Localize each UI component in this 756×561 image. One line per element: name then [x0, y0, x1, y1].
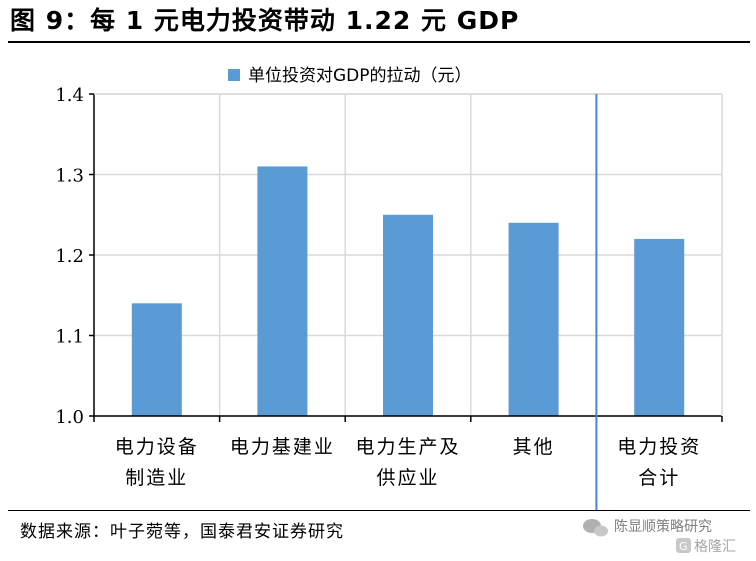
- wechat-icon: [583, 519, 608, 537]
- svg-text:陈显顺策略研究: 陈显顺策略研究: [614, 518, 712, 535]
- y-tick-label-2: 1.2: [55, 246, 84, 267]
- bar-chart: 单位投资对GDP的拉动（元） 1.01.11.21.31.4 电力设备制造业电力…: [55, 66, 723, 511]
- y-tick-label-0: 1.0: [55, 407, 84, 428]
- source-note: 数据来源：叶子菀等，国泰君安证券研究: [20, 522, 344, 542]
- bar-0: [131, 303, 182, 416]
- x-category-label-3-0: 其他: [513, 436, 555, 458]
- x-category-label-0-1: 制造业: [125, 467, 188, 489]
- y-tick-label-1: 1.1: [55, 327, 84, 348]
- y-tick-labels: 1.0 1.1 1.2 1.3 1.4: [55, 85, 84, 428]
- footer-rule: [8, 510, 750, 511]
- gelonghui-icon: G: [676, 538, 691, 553]
- figure-title: 图 9：每 1 元电力投资带动 1.22 元 GDP: [10, 6, 520, 35]
- y-tick-label-3: 1.3: [55, 166, 84, 187]
- legend: 单位投资对GDP的拉动（元）: [228, 66, 472, 86]
- svg-text:格隆汇: 格隆汇: [694, 539, 736, 555]
- x-category-label-0-0: 电力设备: [115, 436, 199, 458]
- bar-2: [383, 214, 433, 416]
- x-category-label-2-0: 电力生产及: [355, 436, 460, 458]
- axes: [89, 93, 723, 511]
- bars: [131, 166, 685, 416]
- title-rule: [8, 41, 750, 43]
- watermark-logo: 陈显顺策略研究 G 格隆汇: [583, 518, 736, 555]
- legend-swatch: [228, 69, 240, 81]
- bar-4: [634, 238, 685, 416]
- bar-1: [257, 166, 308, 416]
- x-category-label-1-0: 电力基建业: [230, 436, 335, 458]
- bar-3: [508, 222, 559, 416]
- legend-label: 单位投资对GDP的拉动（元）: [248, 66, 472, 86]
- y-tick-label-4: 1.4: [55, 85, 84, 106]
- svg-text:G: G: [679, 540, 688, 553]
- x-category-label-2-1: 供应业: [376, 467, 439, 489]
- x-category-label-4-0: 电力投资: [617, 436, 701, 458]
- x-category-label-4-1: 合计: [638, 467, 680, 489]
